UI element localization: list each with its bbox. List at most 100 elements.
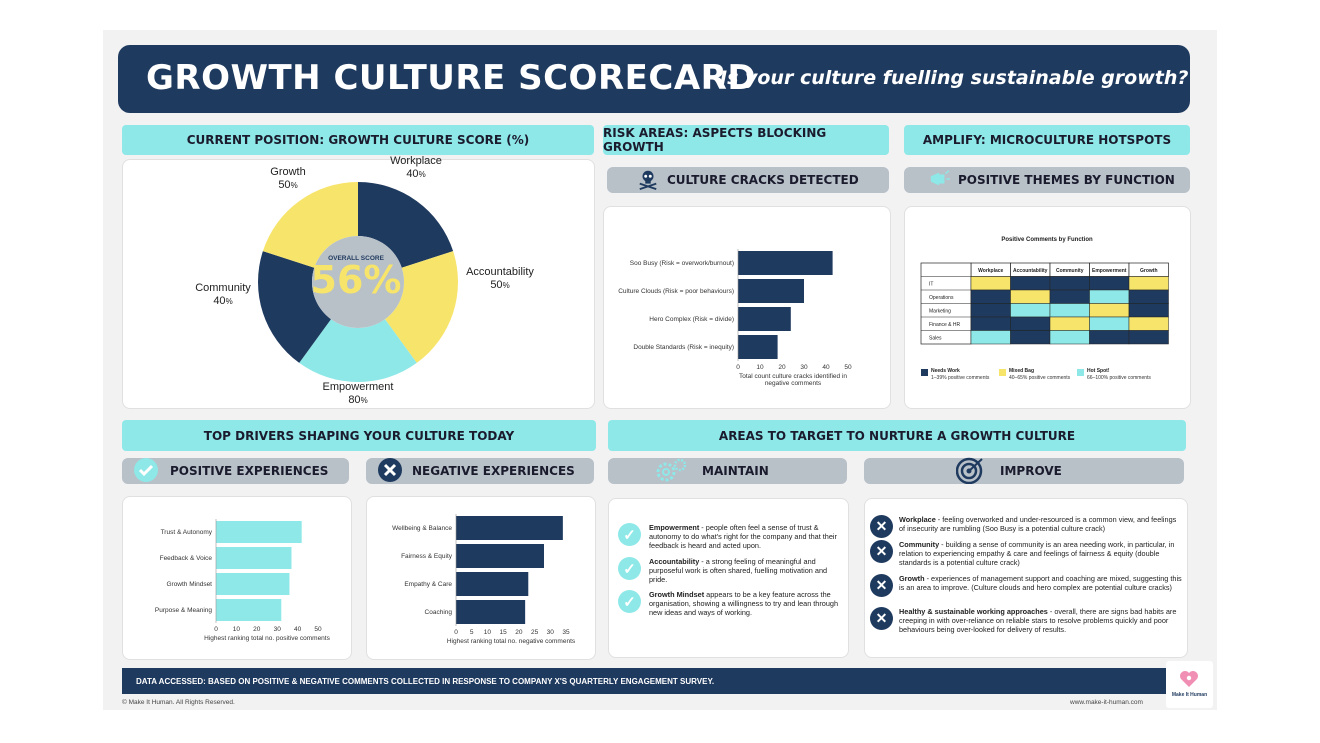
- heatmap-cell: [1010, 289, 1051, 304]
- bar: [456, 516, 563, 540]
- heatmap-cell: [1010, 316, 1051, 331]
- negative-experiences-subheader: NEGATIVE EXPERIENCES: [366, 457, 594, 485]
- negative-experiences-label: NEGATIVE EXPERIENCES: [412, 464, 575, 478]
- positive-experiences-subheader: POSITIVE EXPERIENCES: [122, 457, 349, 485]
- x-tick-label: 30: [547, 629, 555, 636]
- improve-text: Workplace - feeling overworked and under…: [899, 515, 1177, 533]
- heatmap-cell: [1049, 289, 1090, 304]
- improve-text: Community - building a sense of communit…: [899, 540, 1175, 567]
- heatmap-title: Positive Comments by Function: [1001, 237, 1093, 243]
- heatmap-row-label: IT: [929, 282, 933, 288]
- heatmap-row-label: Marketing: [929, 309, 951, 315]
- bar-category-label: Empathy & Care: [404, 581, 452, 588]
- x-tick-label: 40: [822, 364, 830, 371]
- x-tick-label: 0: [454, 629, 458, 636]
- bar-category-label: Coaching: [425, 609, 453, 616]
- x-tick-label: 0: [214, 626, 218, 633]
- heatmap-cell: [1049, 276, 1090, 291]
- x-circle-icon: ✕: [870, 515, 893, 538]
- donut-segment-growth: [262, 182, 358, 268]
- heatmap-cell: [1128, 316, 1169, 331]
- maintain-text: Empowerment - people often feel a sense …: [649, 523, 837, 550]
- positive-comments-heatmap: Positive Comments by Function Workplace Ac…: [920, 237, 1169, 381]
- donut-segment-community: [258, 251, 331, 363]
- donut-segment-workplace: [358, 182, 454, 268]
- negative-drivers-chart: Wellbeing & Balance Fairness & Equity Empa…: [392, 514, 576, 645]
- heatmap-cell: [970, 289, 1011, 304]
- logo-text: Make It Human: [1171, 692, 1208, 698]
- legend-description: 66–100% positive comments: [1087, 375, 1151, 381]
- improve-text: Healthy & sustainable working approaches…: [899, 607, 1177, 634]
- positive-drivers-card: Trust & Autonomy Feedback & Voice Growth M…: [122, 496, 352, 660]
- improve-item: ✕ Healthy & sustainable working approach…: [870, 607, 1182, 634]
- heatmap-cell: [1010, 276, 1051, 291]
- donut-label-accountability: Accountability 50%: [466, 266, 534, 291]
- bar: [456, 572, 529, 596]
- heatmap-column-label: Growth: [1140, 268, 1158, 274]
- x-tick-label: 20: [515, 629, 523, 636]
- maintain-item: ✓ Growth Mindset appears to be a key fea…: [618, 590, 840, 617]
- heatmap-cell: [1089, 303, 1130, 318]
- heatmap-cell: [970, 330, 1011, 345]
- culture-cracks-subheader: CULTURE CRACKS DETECTED: [607, 167, 889, 193]
- heatmap-cell: [1049, 303, 1090, 318]
- check-circle-icon: ✓: [618, 523, 641, 546]
- x-tick-label: 10: [484, 629, 492, 636]
- heatmap-card: Positive Comments by Function Workplace Ac…: [904, 206, 1191, 409]
- x-tick-label: 10: [756, 364, 764, 371]
- x-tick-label: 50: [844, 364, 852, 371]
- check-circle-icon: ✓: [618, 557, 641, 580]
- bar: [738, 335, 778, 359]
- title-banner: GROWTH CULTURE SCORECARD Is your culture…: [118, 45, 1190, 113]
- culture-cracks-card: Soo Busy (Risk = overwork/burnout) Cultur…: [603, 206, 891, 409]
- page-title: GROWTH CULTURE SCORECARD: [146, 58, 757, 98]
- check-circle-icon: [134, 457, 158, 485]
- legend-description: 1–39% positive comments: [931, 375, 990, 381]
- bar: [738, 307, 791, 331]
- bar-category-label: Hero Complex (Risk = divide): [649, 316, 734, 323]
- x-tick-label: 0: [736, 364, 740, 371]
- logo-box: Make It Human: [1166, 661, 1213, 708]
- bar-category-label: Trust & Autonomy: [161, 529, 213, 536]
- legend-label: Hot Spot!: [1087, 368, 1110, 374]
- x-tick-label: 35: [562, 629, 570, 636]
- maintain-item: ✓ Empowerment - people often feel a sens…: [618, 523, 840, 550]
- positive-experiences-label: POSITIVE EXPERIENCES: [170, 464, 329, 478]
- donut-segment-empowerment: [299, 319, 417, 382]
- heatmap-column-label: Empowerment: [1092, 268, 1127, 274]
- x-tick-label: 20: [253, 626, 261, 633]
- heatmap-column-label: Workplace: [978, 268, 1003, 274]
- overall-score-value: 56%: [310, 258, 402, 302]
- heatmap-cell: [970, 303, 1011, 318]
- heatmap-cell: [1049, 330, 1090, 345]
- heatmap-column-label: Accountability: [1013, 268, 1048, 274]
- heatmap-cell: [1128, 276, 1169, 291]
- improve-text: Growth - experiences of management suppo…: [899, 574, 1182, 592]
- heatmap-cell: [1049, 316, 1090, 331]
- positive-themes-subheader: POSITIVE THEMES BY FUNCTION: [904, 167, 1190, 193]
- heatmap-cell: [1128, 289, 1169, 304]
- maintain-card: ✓ Empowerment - people often feel a sens…: [608, 498, 849, 658]
- heatmap-cell: [1010, 303, 1051, 318]
- heatmap-cell: [1128, 330, 1169, 345]
- heatmap-cell: [970, 276, 1011, 291]
- culture-cracks-label: CULTURE CRACKS DETECTED: [667, 173, 859, 187]
- positive-themes-label: POSITIVE THEMES BY FUNCTION: [958, 173, 1175, 187]
- heatmap-cell: [1089, 276, 1130, 291]
- x-tick-label: 25: [531, 629, 539, 636]
- check-circle-icon: ✓: [618, 590, 641, 613]
- donut-segment-accountability: [385, 251, 458, 363]
- x-circle-icon: [378, 457, 402, 485]
- x-circle-icon: ✕: [870, 540, 893, 563]
- maintain-text: Growth Mindset appears to be a key featu…: [649, 590, 839, 617]
- x-axis-title: negative comments: [765, 380, 822, 387]
- x-tick-label: 40: [294, 626, 302, 633]
- improve-item: ✕ Growth - experiences of management sup…: [870, 574, 1182, 597]
- website-link[interactable]: www.make-it-human.com: [1070, 699, 1143, 706]
- culture-cracks-chart: Soo Busy (Risk = overwork/burnout) Cultur…: [618, 249, 852, 387]
- bar: [456, 544, 544, 568]
- legend-swatch: [921, 369, 928, 376]
- data-source-footer: DATA ACCESSED: BASED ON POSITIVE & NEGAT…: [122, 668, 1166, 694]
- legend-swatch: [1077, 369, 1084, 376]
- bar: [738, 279, 804, 303]
